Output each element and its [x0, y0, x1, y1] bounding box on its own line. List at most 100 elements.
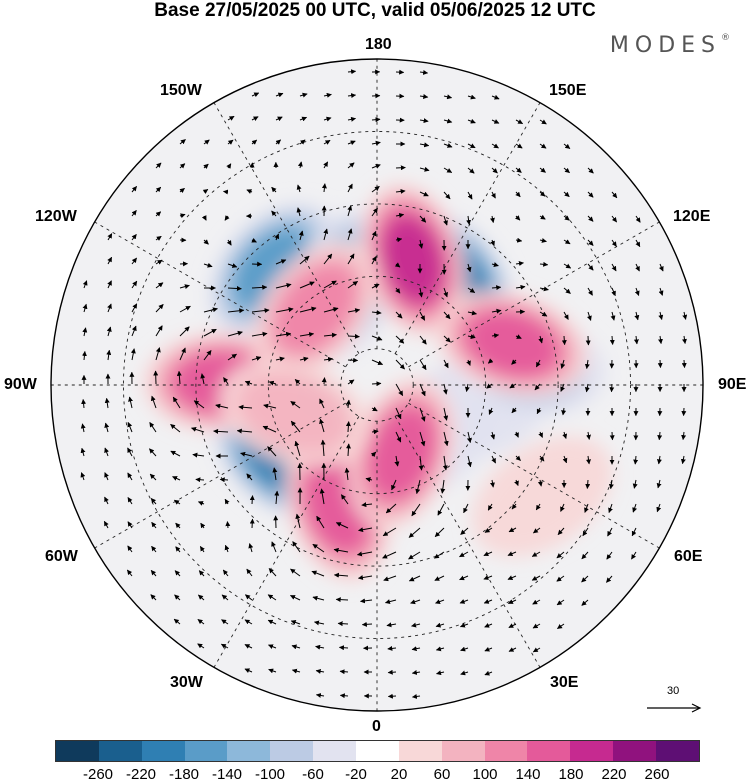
wind-arrow [275, 92, 284, 98]
wind-arrow [197, 619, 205, 625]
colorbar-tick-label: 180 [558, 766, 584, 783]
wind-arrow [345, 421, 351, 433]
wind-arrow [245, 594, 253, 601]
wind-arrow [371, 381, 382, 387]
wind-arrow [319, 418, 325, 433]
wind-arrow [82, 303, 88, 313]
wind-arrow [357, 575, 373, 580]
wind-arrow [149, 473, 157, 481]
wind-arrow [656, 479, 662, 489]
wind-arrow [680, 455, 686, 465]
wind-arrow [274, 233, 280, 241]
wind-arrow [460, 670, 469, 676]
wind-arrow [296, 207, 302, 217]
wind-arrow [585, 479, 591, 489]
wind-arrow [443, 143, 453, 148]
colorbar-tick-label: 100 [472, 766, 498, 783]
wind-arrow [244, 380, 253, 386]
wind-arrow [515, 167, 522, 173]
wind-arrow [227, 263, 238, 268]
wind-arrow [151, 545, 157, 553]
wind-arrow [225, 521, 231, 529]
wind-arrow [249, 495, 255, 505]
wind-arrow [487, 358, 494, 364]
wind-arrow [315, 693, 325, 698]
wind-arrow [103, 520, 109, 529]
lon-label-120w: 120W [35, 208, 77, 225]
wind-arrow [533, 527, 541, 534]
wind-arrow [395, 383, 404, 397]
wind-arrow [371, 140, 381, 146]
wind-arrow [371, 255, 377, 265]
wind-arrow [371, 185, 380, 193]
wind-arrow [509, 383, 517, 389]
wind-arrow [632, 503, 637, 513]
wind-arrow [315, 668, 325, 674]
wind-arrow [563, 239, 571, 245]
wind-arrow [263, 403, 277, 409]
wind-arrow [387, 645, 397, 651]
wind-arrow [197, 594, 205, 601]
wind-arrow [419, 191, 429, 197]
wind-arrow [491, 119, 500, 124]
wind-arrow [340, 494, 349, 505]
wind-arrow [466, 215, 472, 226]
wind-arrow [515, 455, 521, 461]
wind-arrow [268, 380, 277, 386]
wind-arrow [611, 191, 618, 199]
wind-arrow [347, 333, 360, 339]
wind-arrow [347, 357, 359, 363]
wind-arrow [419, 383, 426, 397]
wind-arrow [131, 303, 138, 313]
wind-arrow [223, 377, 229, 385]
wind-arrow [539, 261, 549, 267]
wind-arrow [131, 186, 137, 193]
wind-arrow [371, 406, 378, 412]
wind-arrow [539, 143, 547, 149]
wind-arrow [386, 622, 397, 628]
wind-arrow [563, 191, 570, 198]
wind-arrow [459, 622, 469, 628]
wind-arrow [333, 547, 349, 553]
wind-arrow [514, 215, 521, 221]
wind-arrow [531, 575, 541, 581]
wind-arrow [199, 546, 205, 553]
wind-arrow [127, 447, 133, 457]
wind-arrow [275, 356, 285, 362]
wind-arrow [514, 479, 519, 487]
wind-arrow [657, 359, 663, 369]
wind-arrow [347, 308, 361, 314]
colorbar-tick-label: 220 [601, 766, 627, 783]
lon-label-30e: 30E [550, 674, 579, 691]
wind-arrow [226, 163, 232, 169]
colorbar-swatch [98, 741, 142, 761]
wind-arrow [219, 477, 229, 483]
wind-arrow [127, 497, 133, 505]
colorbar-tick-label: 140 [515, 766, 541, 783]
wind-arrow [658, 263, 664, 272]
wind-arrow [271, 186, 277, 193]
wind-arrow [337, 621, 349, 627]
lon-label-0: 0 [372, 718, 381, 735]
wind-arrow [106, 326, 112, 337]
wind-arrow [80, 423, 86, 433]
wind-arrow [179, 284, 190, 290]
wind-arrow [155, 186, 162, 193]
wind-arrow [323, 92, 332, 98]
wind-arrow [150, 395, 157, 409]
colorbar-tick-label: -20 [345, 766, 367, 783]
wind-arrow [131, 233, 137, 241]
wind-arrow [371, 429, 379, 435]
wind-arrow [557, 623, 565, 629]
wind-arrow [155, 235, 162, 241]
wind-arrow [563, 287, 571, 294]
wind-arrow [443, 118, 453, 124]
colorbar-swatch [613, 741, 657, 761]
polar-map [50, 58, 704, 712]
wind-arrow [203, 328, 217, 337]
wind-arrow [191, 427, 205, 433]
wind-arrow [560, 503, 565, 512]
wind-arrow [539, 119, 547, 125]
wind-arrow [411, 622, 421, 628]
wind-arrow [299, 116, 308, 122]
